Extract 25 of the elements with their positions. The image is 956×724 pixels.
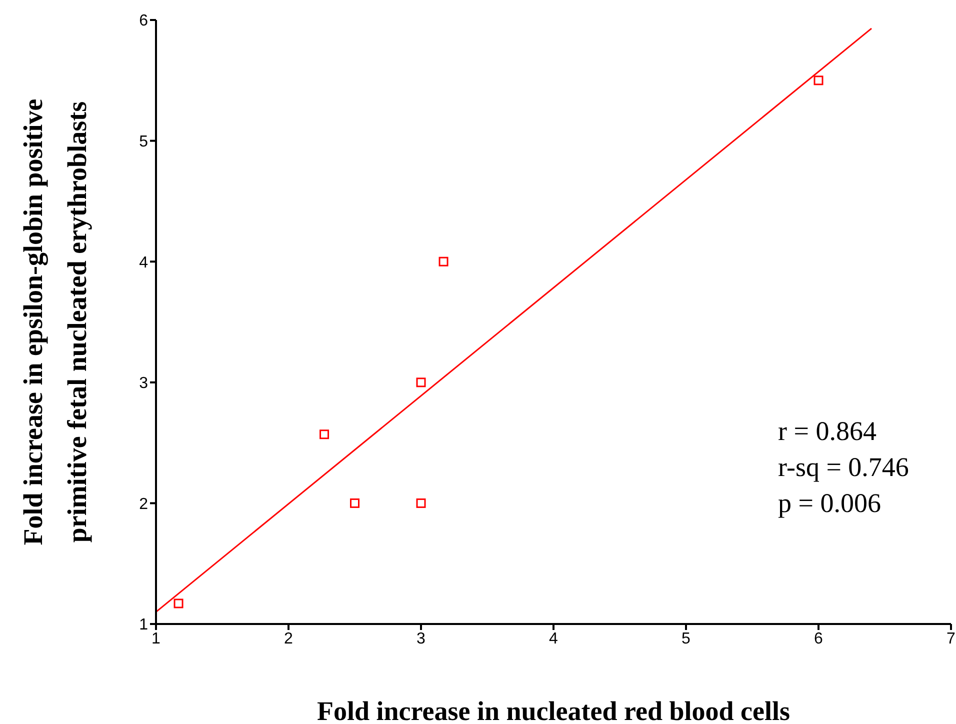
x-tick-label: 6	[814, 630, 824, 648]
annotation: r-sq = 0.746	[778, 451, 909, 484]
point	[350, 498, 360, 508]
annotation: p = 0.006	[778, 487, 882, 520]
x-tick-label: 3	[416, 630, 426, 648]
x-tick-label: 1	[152, 630, 161, 648]
point	[174, 598, 184, 608]
x-tick-label: 2	[284, 630, 294, 648]
x-axis-title: Fold increase in nucleated red blood cells	[316, 696, 791, 724]
y-tick-label: 1	[139, 616, 148, 634]
annotation: r = 0.864	[778, 415, 878, 448]
x-tick-label: 4	[549, 630, 558, 648]
point	[814, 76, 824, 86]
y-tick-label: 6	[139, 12, 148, 30]
y-tick-label: 2	[139, 496, 148, 513]
point	[416, 378, 426, 388]
x-tick-label: 5	[682, 630, 691, 648]
x-tick-label: 7	[946, 630, 956, 648]
point	[438, 256, 448, 266]
point	[416, 498, 426, 508]
point	[320, 430, 330, 440]
y-tick-label: 4	[139, 254, 148, 272]
y-axis-title: Fold increase in epsilon-globin positive primitive fetal nucleated erythroblasts	[18, 98, 92, 546]
y-tick-label: 5	[139, 133, 148, 150]
y-tick-label: 3	[139, 375, 148, 392]
